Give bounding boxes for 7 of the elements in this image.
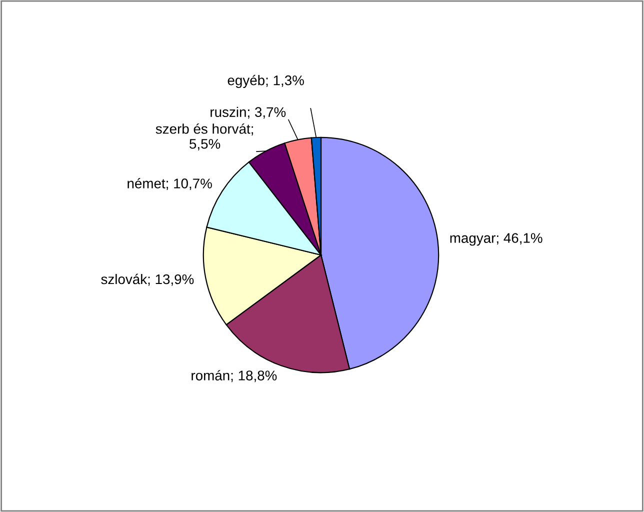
- slice-label: szerb és horvát; 5,5%: [156, 123, 253, 150]
- slice-label: ruszin; 3,7%: [210, 106, 286, 119]
- slice-label: magyar; 46,1%: [450, 233, 542, 246]
- slice-label: román; 18,8%: [192, 370, 277, 382]
- slice-label: német; 10,7%: [128, 178, 212, 190]
- slice-label: egyéb; 1,3%: [228, 74, 304, 88]
- slice-label: szlovák; 13,9%: [101, 274, 194, 286]
